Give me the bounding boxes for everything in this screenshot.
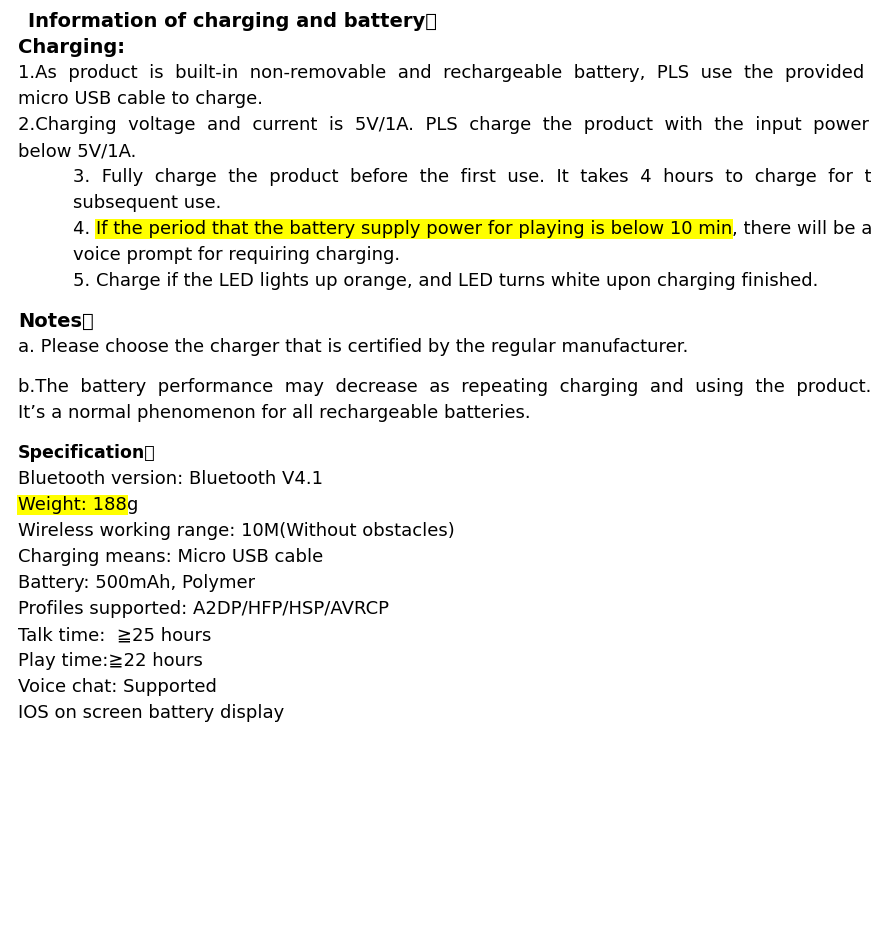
Text: Charging means: Micro USB cable: Charging means: Micro USB cable — [18, 548, 323, 566]
Text: 2.Charging  voltage  and  current  is  5V/1A.  PLS  charge  the  product  with  : 2.Charging voltage and current is 5V/1A.… — [18, 116, 869, 134]
Text: Voice chat: Supported: Voice chat: Supported — [18, 678, 217, 696]
Text: Play time:≧22 hours: Play time:≧22 hours — [18, 652, 203, 670]
Text: Specification：: Specification： — [18, 444, 156, 462]
Text: Profiles supported: A2DP/HFP/HSP/AVRCP: Profiles supported: A2DP/HFP/HSP/AVRCP — [18, 600, 389, 618]
Text: Bluetooth version: Bluetooth V4.1: Bluetooth version: Bluetooth V4.1 — [18, 470, 323, 488]
Text: 4.: 4. — [73, 220, 96, 238]
Text: micro USB cable to charge.: micro USB cable to charge. — [18, 90, 263, 108]
Text: Talk time:  ≧25 hours: Talk time: ≧25 hours — [18, 626, 212, 644]
Text: If the period that the battery supply power for playing is below 10 min: If the period that the battery supply po… — [96, 220, 733, 238]
Text: Wireless working range: 10M(Without obstacles): Wireless working range: 10M(Without obst… — [18, 522, 455, 540]
Text: a. Please choose the charger that is certified by the regular manufacturer.: a. Please choose the charger that is cer… — [18, 338, 688, 356]
Text: below 5V/1A.: below 5V/1A. — [18, 142, 137, 160]
Text: Weight: 188: Weight: 188 — [18, 496, 127, 514]
Text: 1.As  product  is  built-in  non-removable  and  rechargeable  battery,  PLS  us: 1.As product is built-in non-removable a… — [18, 64, 864, 82]
Text: Information of charging and battery：: Information of charging and battery： — [28, 12, 437, 31]
Text: 3.  Fully  charge  the  product  before  the  first  use.  It  takes  4  hours  : 3. Fully charge the product before the f… — [73, 168, 871, 186]
Text: voice prompt for requiring charging.: voice prompt for requiring charging. — [73, 246, 400, 264]
Text: 5. Charge if the LED lights up orange, and LED turns white upon charging finishe: 5. Charge if the LED lights up orange, a… — [73, 272, 819, 290]
Text: It’s a normal phenomenon for all rechargeable batteries.: It’s a normal phenomenon for all recharg… — [18, 404, 530, 422]
Text: g: g — [127, 496, 138, 514]
Text: Battery: 500mAh, Polymer: Battery: 500mAh, Polymer — [18, 574, 255, 592]
Text: Charging:: Charging: — [18, 38, 125, 57]
Text: Notes：: Notes： — [18, 312, 94, 331]
Text: , there will be a: , there will be a — [733, 220, 871, 238]
Text: subsequent use.: subsequent use. — [73, 194, 221, 212]
Text: IOS on screen battery display: IOS on screen battery display — [18, 704, 284, 722]
Text: b.The  battery  performance  may  decrease  as  repeating  charging  and  using : b.The battery performance may decrease a… — [18, 378, 871, 396]
